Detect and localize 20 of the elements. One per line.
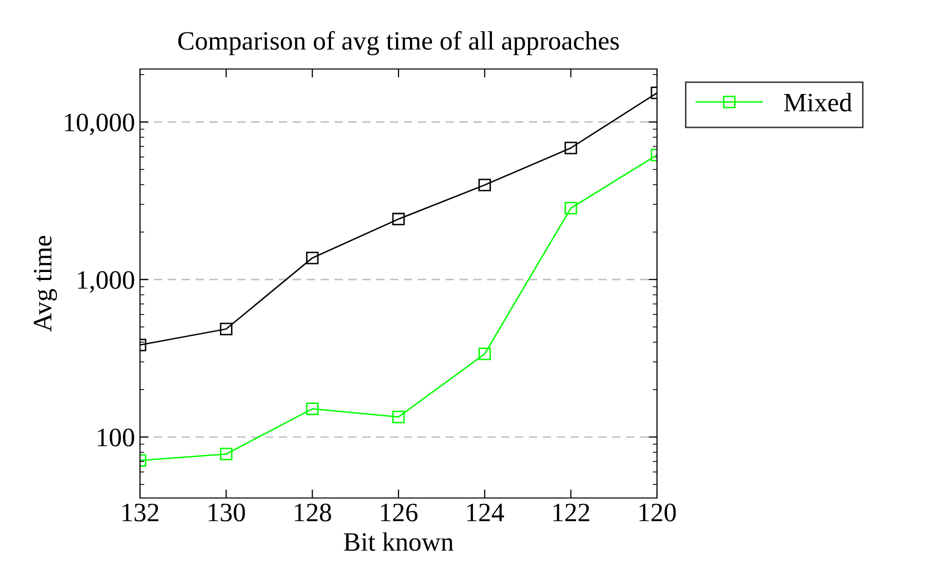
x-tick-label: 122 [553, 504, 590, 522]
x-tick-label: 124 [467, 504, 504, 522]
chart-title: Comparison of avg time of all approaches [178, 30, 619, 56]
y-tick-label: 10,000 [64, 114, 134, 136]
x-axis-title: Bit known [344, 532, 454, 551]
point [392, 410, 405, 424]
y-axis-title: Avg time [34, 236, 58, 332]
point [306, 402, 319, 416]
point [478, 178, 491, 192]
point [392, 212, 405, 226]
x-tick-label: 128 [294, 504, 332, 522]
y-tick-label: 100 [98, 428, 134, 446]
point [478, 348, 491, 360]
y-tick-label: 1,000 [78, 271, 134, 293]
legend-label: Mixed [784, 92, 852, 112]
x-tick-label: 132 [122, 504, 158, 522]
x-tick-label: 120 [640, 504, 676, 522]
x-tick-label: 130 [208, 504, 245, 522]
x-tick-label: 126 [381, 504, 418, 522]
point [306, 252, 319, 264]
